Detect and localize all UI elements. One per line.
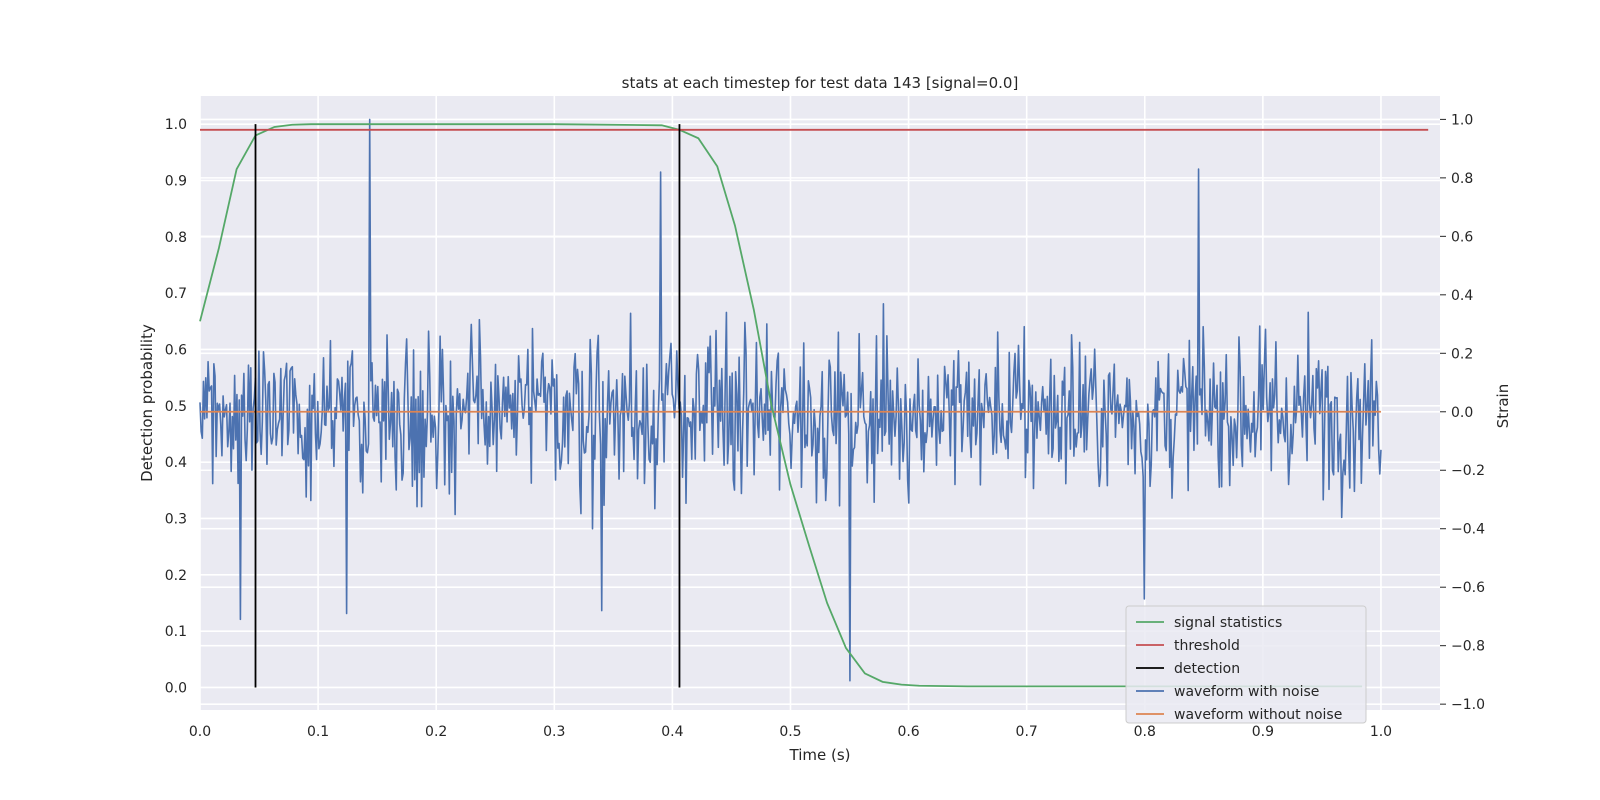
left-axis-ticks: 0.0 0.1 0.2 0.3 0.4 0.5 0.6 0.7 0.8 0.9 1.0 — [165, 117, 187, 696]
left-y-tick-label: 0.3 — [165, 511, 187, 527]
right-y-tick-label: −0.8 — [1451, 639, 1485, 655]
left-y-tick-label: 0.4 — [165, 455, 187, 471]
right-y-tick-label: −0.6 — [1451, 580, 1485, 596]
legend-label: signal statistics — [1174, 615, 1282, 631]
right-y-tick-label: −1.0 — [1451, 697, 1485, 713]
x-tick-label: 0.1 — [307, 724, 329, 740]
series-signal-statistics — [199, 123, 1363, 688]
x-axis-ticks: 0.0 0.1 0.2 0.3 0.4 0.5 0.6 0.7 0.8 0.9 1.0 — [189, 724, 1392, 740]
left-y-tick-label: 0.6 — [165, 342, 187, 358]
x-tick-label: 0.3 — [543, 724, 565, 740]
x-tick-label: 0.7 — [1016, 724, 1038, 740]
right-axis-ticks: −1.0 −0.8 −0.6 −0.4 −0.2 0.0 0.2 0.4 0.6 0.8 1.0 — [1440, 112, 1485, 713]
legend-label: waveform with noise — [1174, 684, 1319, 700]
x-tick-label: 0.0 — [189, 724, 211, 740]
legend-label: threshold — [1174, 638, 1240, 654]
legend-label: detection — [1174, 661, 1240, 677]
left-y-tick-label: 0.9 — [165, 173, 187, 189]
right-y-tick-label: 0.2 — [1451, 346, 1473, 362]
legend-box — [1125, 605, 1367, 724]
x-axis-label: Time (s) — [789, 746, 851, 764]
x-tick-label: 0.9 — [1252, 724, 1274, 740]
legend: signal statistics threshold detection wavef… — [1125, 605, 1367, 724]
left-y-tick-label: 0.2 — [165, 568, 187, 584]
x-tick-label: 0.8 — [1134, 724, 1156, 740]
left-y-tick-label: 1.0 — [165, 117, 187, 133]
left-y-tick-label: 0.0 — [165, 680, 187, 696]
chart-title: stats at each timestep for test data 143… — [622, 74, 1019, 92]
series-waveform-with-noise — [199, 118, 1382, 682]
x-tick-label: 0.2 — [425, 724, 447, 740]
left-y-tick-label: 0.1 — [165, 624, 187, 640]
left-y-tick-label: 0.7 — [165, 286, 187, 302]
right-axis-label: Strain — [1494, 384, 1512, 428]
x-tick-label: 0.6 — [897, 724, 919, 740]
right-y-tick-label: 0.4 — [1451, 288, 1473, 304]
series-layer — [199, 118, 1429, 688]
x-tick-label: 0.5 — [779, 724, 801, 740]
left-axis-label: Detection probability — [138, 324, 156, 482]
right-y-tick-label: 0.6 — [1451, 229, 1473, 245]
right-y-tick-label: −0.2 — [1451, 463, 1485, 479]
left-y-tick-label: 0.8 — [165, 230, 187, 246]
right-y-tick-label: 1.0 — [1451, 112, 1473, 128]
legend-label: waveform without noise — [1174, 707, 1342, 723]
right-y-tick-label: 0.8 — [1451, 171, 1473, 187]
right-y-tick-label: 0.0 — [1451, 405, 1473, 421]
x-tick-label: 1.0 — [1370, 724, 1392, 740]
left-y-tick-label: 0.5 — [165, 399, 187, 415]
x-tick-label: 0.4 — [661, 724, 683, 740]
right-y-tick-label: −0.4 — [1451, 522, 1485, 538]
